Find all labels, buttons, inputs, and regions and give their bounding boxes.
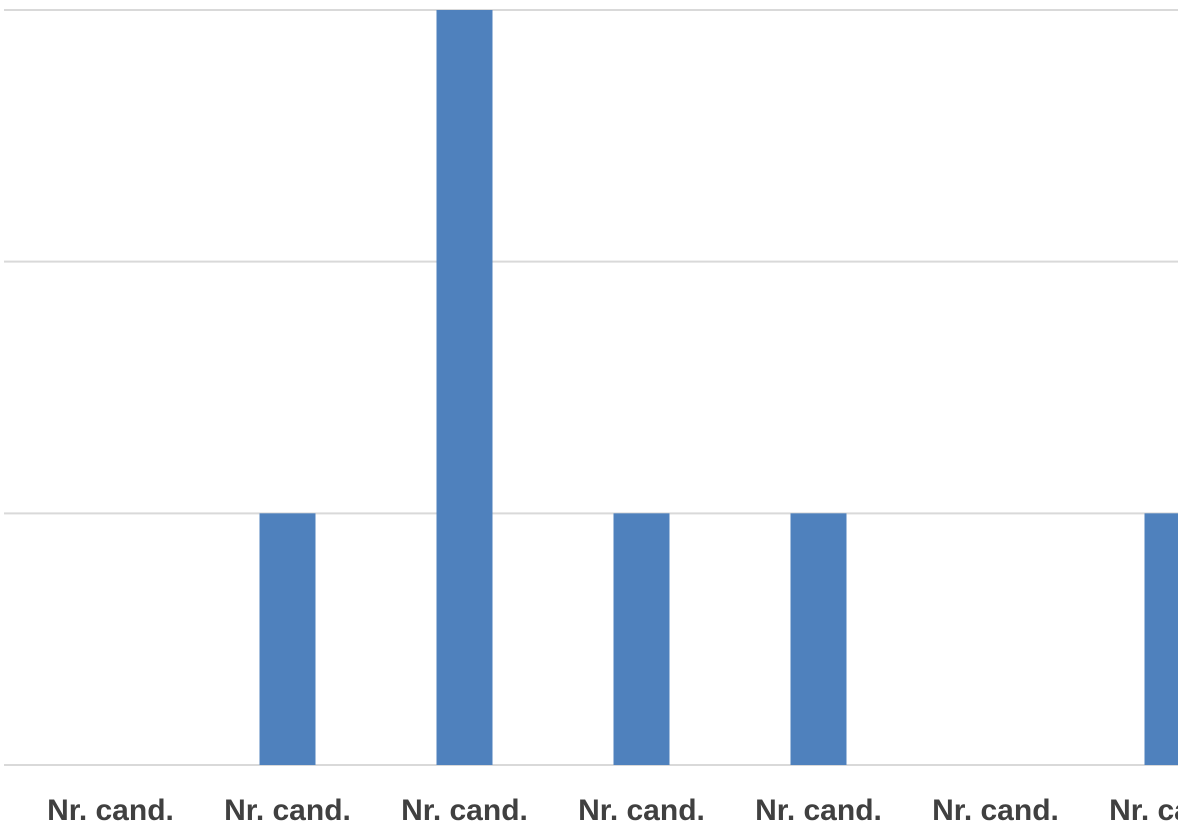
x-tick-label-7: Nr. cand.: [1109, 794, 1178, 827]
bars: [259, 10, 1178, 765]
x-axis-tick-labels: Nr. cand. Nr. cand. Nr. cand. Nr. cand. Nr. …: [47, 794, 1178, 827]
bar-3: [436, 10, 493, 765]
x-tick-label-5: Nr. cand.: [755, 794, 882, 827]
x-tick-label-4: Nr. cand.: [578, 794, 705, 827]
bar-5: [790, 513, 847, 765]
gridlines: [4, 9, 1178, 766]
x-tick-label-2: Nr. cand.: [224, 794, 351, 827]
x-tick-label-1: Nr. cand.: [47, 794, 174, 827]
x-tick-label-6: Nr. cand.: [932, 794, 1059, 827]
bar-7: [1144, 513, 1178, 765]
bar-2: [259, 513, 316, 765]
x-tick-label-3: Nr. cand.: [401, 794, 528, 827]
bar-4: [613, 513, 670, 765]
